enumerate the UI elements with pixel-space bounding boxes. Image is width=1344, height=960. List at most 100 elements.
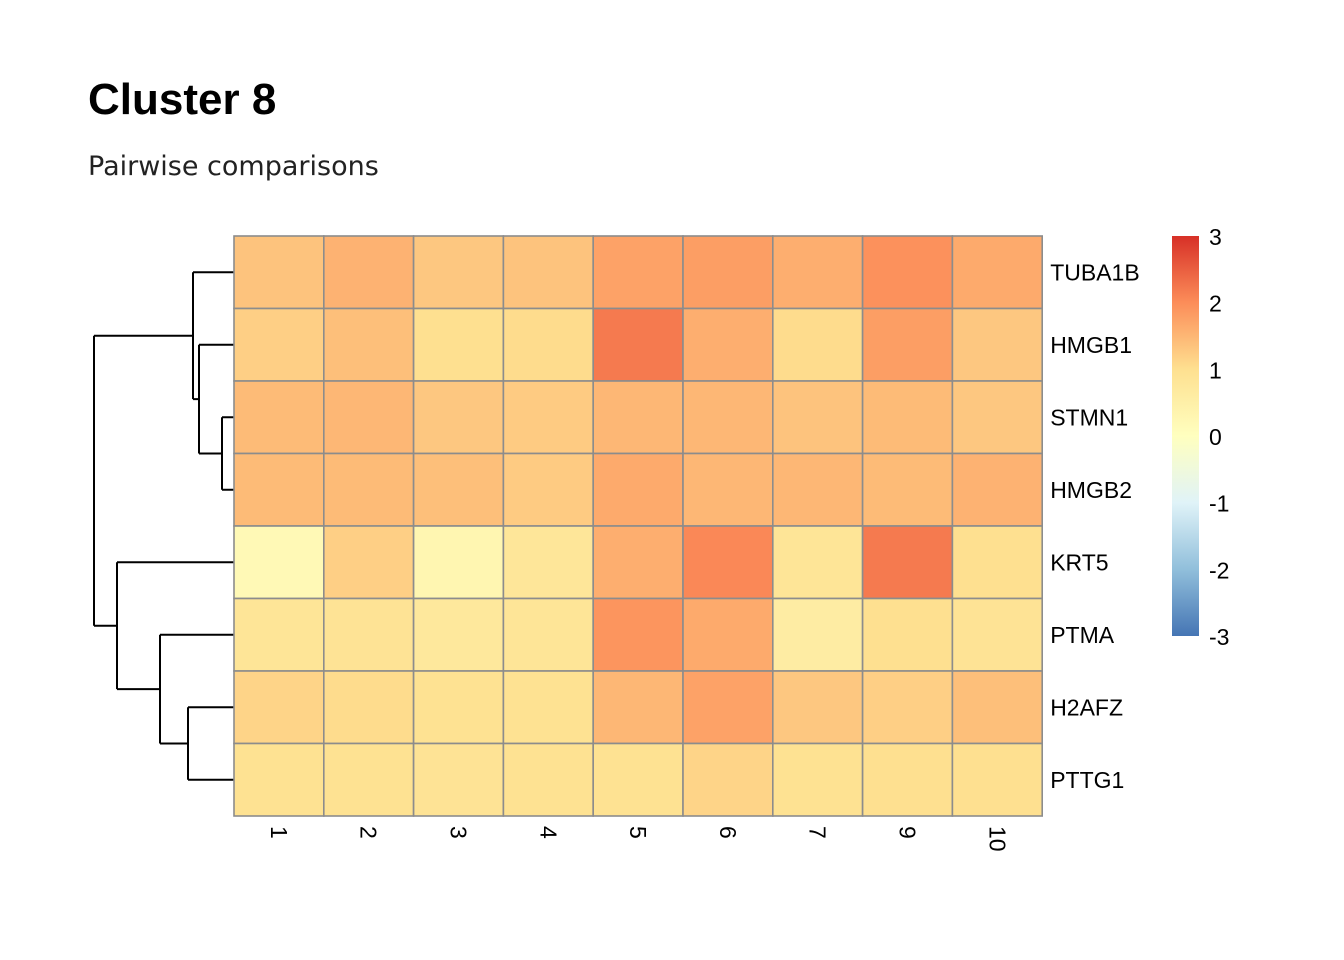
column-label-4: 4 <box>535 826 561 839</box>
row-label-HMGB2: HMGB2 <box>1050 477 1132 503</box>
column-label-3: 3 <box>446 826 472 839</box>
heatmap-cell-HMGB1-5 <box>592 307 684 382</box>
legend-color-bar <box>1172 236 1199 636</box>
heatmap-cell-STMN1-10 <box>951 380 1044 455</box>
heatmap-cell-HMGB1-6 <box>682 307 774 382</box>
heatmap-cell-KRT5-2 <box>322 525 415 600</box>
heatmap-cell-STMN1-7 <box>771 380 864 455</box>
heatmap-cell-KRT5-10 <box>951 525 1044 600</box>
heatmap-cell-PTMA-5 <box>592 597 684 672</box>
heatmap-cell-H2AFZ-2 <box>322 670 415 745</box>
chart-title: Cluster 8 <box>88 75 276 124</box>
heatmap-cell-TUBA1B-5 <box>592 235 684 310</box>
heatmap-cell-KRT5-6 <box>682 525 774 600</box>
heatmap-cell-HMGB2-3 <box>412 452 505 527</box>
column-label-2: 2 <box>356 826 382 839</box>
column-label-9: 9 <box>895 826 921 839</box>
heatmap-cell-PTTG1-9 <box>861 742 954 817</box>
heatmap-cell-H2AFZ-9 <box>861 670 954 745</box>
heatmap-cell-HMGB2-6 <box>682 452 774 527</box>
heatmap-cell-STMN1-2 <box>322 380 415 455</box>
heatmap-cell-H2AFZ-6 <box>682 670 774 745</box>
heatmap-cell-TUBA1B-3 <box>412 235 505 310</box>
row-label-H2AFZ: H2AFZ <box>1050 694 1123 720</box>
heatmap-cell-STMN1-1 <box>233 380 325 455</box>
row-label-STMN1: STMN1 <box>1050 404 1128 430</box>
legend-tick-label: -1 <box>1209 491 1229 517</box>
heatmap-cell-HMGB2-7 <box>771 452 864 527</box>
heatmap-cell-PTTG1-7 <box>771 742 864 817</box>
heatmap-cell-KRT5-4 <box>502 525 594 600</box>
row-label-HMGB1: HMGB1 <box>1050 332 1132 358</box>
heatmap-cell-PTTG1-1 <box>233 742 325 817</box>
column-label-6: 6 <box>715 826 741 839</box>
heatmap-cell-H2AFZ-1 <box>233 670 325 745</box>
column-label-5: 5 <box>625 826 651 839</box>
heatmap-cell-H2AFZ-7 <box>771 670 864 745</box>
heatmap-cell-HMGB1-3 <box>412 307 505 382</box>
column-labels: 1 2 3 4 5 6 7 9 10 <box>266 826 1010 852</box>
heatmap-cell-STMN1-3 <box>412 380 505 455</box>
heatmap-cell-TUBA1B-4 <box>502 235 594 310</box>
heatmap-cell-KRT5-5 <box>592 525 684 600</box>
heatmap-cell-PTTG1-3 <box>412 742 505 817</box>
heatmap-cell-HMGB2-1 <box>233 452 325 527</box>
heatmap-cell-HMGB1-9 <box>861 307 954 382</box>
row-labels: TUBA1B HMGB1 STMN1 HMGB2 KRT5 PTMA H2AFZ PTTG1 <box>1050 259 1139 793</box>
heatmap-cell-HMGB1-1 <box>233 307 325 382</box>
heatmap-cell-KRT5-1 <box>233 525 325 600</box>
heatmap-cell-H2AFZ-10 <box>951 670 1044 745</box>
heatmap-cell-KRT5-9 <box>861 525 954 600</box>
heatmap-cell-H2AFZ-3 <box>412 670 505 745</box>
legend-tick-label: -3 <box>1209 624 1229 650</box>
legend-tick-label: 2 <box>1209 291 1222 317</box>
heatmap-cell-H2AFZ-4 <box>502 670 594 745</box>
heatmap-cell-STMN1-9 <box>861 380 954 455</box>
legend-tick-label: 0 <box>1209 424 1222 450</box>
column-label-10: 10 <box>984 826 1010 852</box>
heatmap-cell-HMGB2-2 <box>322 452 415 527</box>
heatmap-cell-PTMA-6 <box>682 597 774 672</box>
heatmap-grid <box>233 235 1044 817</box>
heatmap-cell-HMGB1-4 <box>502 307 594 382</box>
heatmap-cell-HMGB2-5 <box>592 452 684 527</box>
row-label-KRT5: KRT5 <box>1050 549 1108 575</box>
heatmap-cell-STMN1-4 <box>502 380 594 455</box>
column-label-7: 7 <box>805 826 831 839</box>
heatmap-cell-PTMA-1 <box>233 597 325 672</box>
heatmap-cell-PTTG1-10 <box>951 742 1044 817</box>
heatmap-cell-PTTG1-4 <box>502 742 594 817</box>
heatmap-cell-PTTG1-5 <box>592 742 684 817</box>
heatmap-cell-TUBA1B-6 <box>682 235 774 310</box>
legend-tick-label: 3 <box>1209 224 1222 250</box>
heatmap-cell-HMGB2-4 <box>502 452 594 527</box>
heatmap-cell-HMGB1-2 <box>322 307 415 382</box>
row-label-TUBA1B: TUBA1B <box>1050 259 1139 285</box>
heatmap-cell-HMGB2-9 <box>861 452 954 527</box>
heatmap-cell-PTTG1-6 <box>682 742 774 817</box>
heatmap-cell-STMN1-6 <box>682 380 774 455</box>
heatmap-cell-KRT5-7 <box>771 525 864 600</box>
column-label-1: 1 <box>266 826 292 839</box>
heatmap-cell-PTMA-9 <box>861 597 954 672</box>
heatmap-cell-TUBA1B-2 <box>322 235 415 310</box>
heatmap-cell-TUBA1B-1 <box>233 235 325 310</box>
color-legend: 3 2 1 0 -1 -2 -3 <box>1172 224 1229 650</box>
heatmap-cell-PTMA-4 <box>502 597 594 672</box>
heatmap-cell-PTMA-10 <box>951 597 1044 672</box>
chart-subtitle: Pairwise comparisons <box>88 151 379 182</box>
heatmap-cell-KRT5-3 <box>412 525 505 600</box>
heatmap-cell-TUBA1B-10 <box>951 235 1044 310</box>
row-label-PTMA: PTMA <box>1050 622 1115 648</box>
heatmap-cell-TUBA1B-7 <box>771 235 864 310</box>
heatmap-cell-PTMA-2 <box>322 597 415 672</box>
heatmap-cell-PTTG1-2 <box>322 742 415 817</box>
row-label-PTTG1: PTTG1 <box>1050 767 1124 793</box>
heatmap-cell-TUBA1B-9 <box>861 235 954 310</box>
heatmap-cell-PTMA-7 <box>771 597 864 672</box>
heatmap-cell-HMGB1-10 <box>951 307 1044 382</box>
heatmap-cell-STMN1-5 <box>592 380 684 455</box>
heatmap-cell-HMGB1-7 <box>771 307 864 382</box>
heatmap-cell-H2AFZ-5 <box>592 670 684 745</box>
